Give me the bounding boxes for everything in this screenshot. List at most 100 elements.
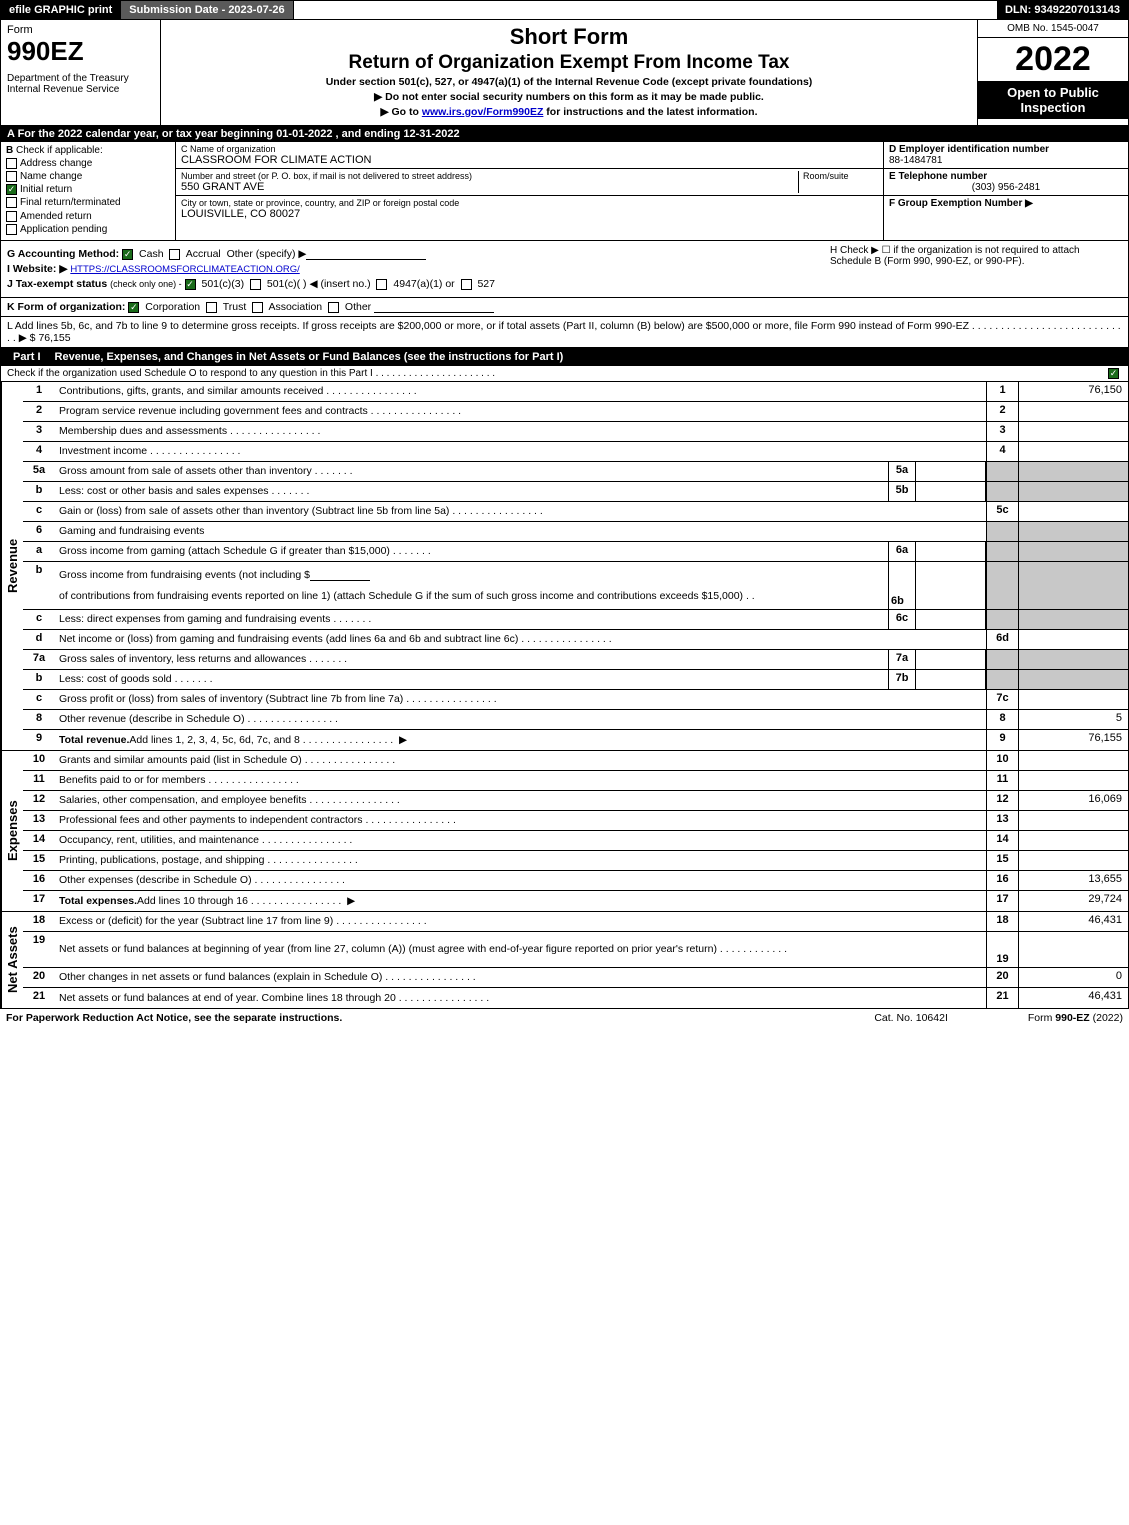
tax-year: 2022 (978, 38, 1128, 81)
line-num: 12 (23, 791, 55, 810)
line-ref-shaded (986, 542, 1018, 561)
b-checkbox-3[interactable] (6, 197, 17, 208)
line-num: 1 (23, 382, 55, 401)
b-check-label-2: Initial return (20, 184, 72, 195)
d-ein-row: D Employer identification number 88-1484… (884, 142, 1128, 169)
c-name-label: C Name of organization (181, 144, 878, 154)
line-desc: Net assets or fund balances at end of ye… (55, 988, 986, 1008)
line-num: c (23, 502, 55, 521)
g-row: G Accounting Method: ✓ Cash Accrual Othe… (7, 248, 822, 260)
line-ref: 6d (986, 630, 1018, 649)
footer-right: Form 990-EZ (2022) (1028, 1012, 1123, 1024)
line-ref: 1 (986, 382, 1018, 401)
section-k: K Form of organization: ✓ Corporation Tr… (0, 298, 1129, 317)
line-ref: 19 (986, 932, 1018, 967)
k-assoc-checkbox[interactable] (252, 302, 263, 313)
j-501c3: 501(c)(3) (201, 278, 244, 290)
footer-mid: Cat. No. 10642I (874, 1012, 948, 1024)
expenses-vlabel: Expenses (1, 751, 23, 911)
line-ref-shaded (986, 650, 1018, 669)
line-ref: 10 (986, 751, 1018, 770)
line-num: 16 (23, 871, 55, 890)
k-other: Other (345, 301, 371, 313)
6b-blank[interactable] (310, 569, 370, 581)
line-desc: Less: direct expenses from gaming and fu… (55, 610, 888, 629)
g-accrual: Accrual (186, 248, 221, 260)
line-val (1018, 751, 1128, 770)
line-3: 3Membership dues and assessments . . . .… (23, 422, 1128, 442)
line-inner-val (916, 562, 986, 609)
k-other-blank[interactable] (374, 301, 494, 313)
expenses-table: Expenses 10Grants and similar amounts pa… (0, 751, 1129, 912)
line-desc: Gross sales of inventory, less returns a… (55, 650, 888, 669)
j-4947-checkbox[interactable] (376, 279, 387, 290)
part1-num: Part I (7, 351, 47, 363)
j-527-checkbox[interactable] (461, 279, 472, 290)
b-check-label: Check if applicable: (16, 145, 103, 156)
line-5b: bLess: cost or other basis and sales exp… (23, 482, 1128, 502)
line-11: 11Benefits paid to or for members . . . … (23, 771, 1128, 791)
k-other-checkbox[interactable] (328, 302, 339, 313)
line-5a: 5aGross amount from sale of assets other… (23, 462, 1128, 482)
line-10: 10Grants and similar amounts paid (list … (23, 751, 1128, 771)
footer-right-pre: Form (1028, 1012, 1055, 1024)
line-ref-shaded (986, 462, 1018, 481)
line-num: c (23, 690, 55, 709)
irs-link[interactable]: www.irs.gov/Form990EZ (422, 106, 544, 118)
efile-label[interactable]: efile GRAPHIC print (1, 1, 121, 19)
j-501c-checkbox[interactable] (250, 279, 261, 290)
form-number: 990EZ (7, 36, 154, 67)
line-desc: Printing, publications, postage, and shi… (55, 851, 986, 870)
dln-label: DLN: 93492207013143 (997, 1, 1128, 19)
line-num: 11 (23, 771, 55, 790)
k-corp-checkbox[interactable]: ✓ (128, 302, 139, 313)
line-6c: cLess: direct expenses from gaming and f… (23, 610, 1128, 630)
topbar-spacer (294, 1, 997, 19)
line-desc: Less: cost or other basis and sales expe… (55, 482, 888, 501)
line-inner-ref: 6a (888, 542, 916, 561)
b-checkbox-5[interactable] (6, 224, 17, 235)
j-501c3-checkbox[interactable]: ✓ (185, 279, 196, 290)
line-ref-shaded (986, 522, 1018, 541)
line-num: 18 (23, 912, 55, 931)
line-val: 0 (1018, 968, 1128, 987)
form-title: Return of Organization Exempt From Incom… (167, 52, 971, 74)
accrual-checkbox[interactable] (169, 249, 180, 260)
line-16: 16Other expenses (describe in Schedule O… (23, 871, 1128, 891)
line-num: 14 (23, 831, 55, 850)
b-checkbox-0[interactable] (6, 158, 17, 169)
cash-checkbox[interactable]: ✓ (122, 249, 133, 260)
part1-schedo-checkbox[interactable]: ✓ (1108, 368, 1119, 379)
l-arrow: ▶ $ (19, 332, 36, 344)
line-desc: Gain or (loss) from sale of assets other… (55, 502, 986, 521)
b-checkbox-2[interactable]: ✓ (6, 184, 17, 195)
form-label: Form (7, 24, 154, 36)
line-num: 21 (23, 988, 55, 1008)
b-checkbox-4[interactable] (6, 211, 17, 222)
line-ref: 14 (986, 831, 1018, 850)
line-desc: Total expenses. Add lines 10 through 16 … (55, 891, 986, 911)
line-val (1018, 831, 1128, 850)
line-val (1018, 402, 1128, 421)
line-ref-shaded (986, 670, 1018, 689)
tel-value: (303) 956-2481 (889, 182, 1123, 193)
g-other-blank[interactable] (306, 248, 426, 260)
form-header: Form 990EZ Department of the Treasury In… (0, 20, 1129, 126)
line-desc: Gross amount from sale of assets other t… (55, 462, 888, 481)
line-desc: Gross income from gaming (attach Schedul… (55, 542, 888, 561)
line-val (1018, 932, 1128, 967)
line-val (1018, 502, 1128, 521)
line-num: 19 (23, 932, 55, 967)
line-ref: 21 (986, 988, 1018, 1008)
website-link[interactable]: HTTPS://CLASSROOMSFORCLIMATEACTION.ORG/ (70, 264, 299, 275)
open-public-label: Open to Public Inspection (978, 81, 1128, 119)
f-group-row: F Group Exemption Number ▶ (884, 196, 1128, 211)
b-check-row-2: ✓Initial return (6, 184, 170, 195)
k-trust-checkbox[interactable] (206, 302, 217, 313)
line-4: 4Investment income . . . . . . . . . . .… (23, 442, 1128, 462)
line-inner-val (916, 462, 986, 481)
line-7a: 7aGross sales of inventory, less returns… (23, 650, 1128, 670)
c-street-row: Number and street (or P. O. box, if mail… (176, 169, 883, 196)
b-checkbox-1[interactable] (6, 171, 17, 182)
l-val: 76,155 (38, 332, 70, 344)
